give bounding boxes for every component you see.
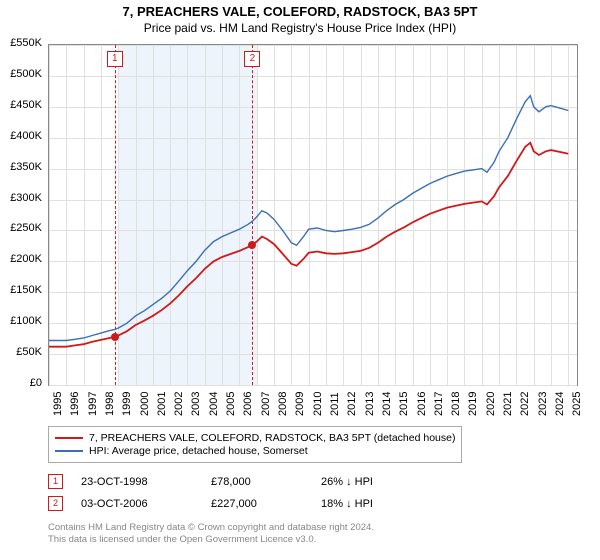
- x-tick-label: 2024: [554, 392, 566, 416]
- y-tick-label: £0: [0, 377, 42, 389]
- sale-row-2: 2 03-OCT-2006£227,00018% ↓ HPI: [48, 496, 373, 511]
- x-tick-label: 1999: [121, 392, 133, 416]
- x-tick-label: 2005: [225, 392, 237, 416]
- x-tick-label: 2015: [398, 392, 410, 416]
- x-tick-label: 1995: [52, 392, 64, 416]
- sale-date: 23-OCT-1998: [81, 476, 211, 488]
- x-tick-label: 2001: [156, 392, 168, 416]
- sale-point: [248, 241, 256, 249]
- y-tick-label: £550K: [0, 37, 42, 49]
- plot-area: 12: [48, 44, 578, 386]
- x-tick-label: 2004: [208, 392, 220, 416]
- x-tick-label: 2003: [190, 392, 202, 416]
- y-tick-label: £300K: [0, 192, 42, 204]
- sale-delta: 26% ↓ HPI: [321, 476, 373, 488]
- series-svg: [49, 45, 577, 385]
- chart-title: 7, PREACHERS VALE, COLEFORD, RADSTOCK, B…: [0, 0, 600, 19]
- legend-item: HPI: Average price, detached house, Some…: [55, 445, 455, 457]
- footer-attribution: Contains HM Land Registry data © Crown c…: [48, 522, 374, 547]
- x-tick-label: 1996: [69, 392, 81, 416]
- x-tick-label: 2022: [519, 392, 531, 416]
- x-tick-label: 2002: [173, 392, 185, 416]
- x-tick-label: 2011: [329, 392, 341, 416]
- series-property: [49, 143, 568, 347]
- y-tick-label: £100K: [0, 315, 42, 327]
- sale-price: £78,000: [211, 476, 321, 488]
- legend: 7, PREACHERS VALE, COLEFORD, RADSTOCK, B…: [48, 426, 462, 463]
- sale-price: £227,000: [211, 498, 321, 510]
- x-tick-label: 2010: [312, 392, 324, 416]
- legend-swatch: [55, 450, 83, 452]
- sale-badge-2: 2: [48, 496, 63, 511]
- y-tick-label: £400K: [0, 130, 42, 142]
- sale-delta: 18% ↓ HPI: [321, 498, 373, 510]
- series-hpi: [49, 96, 568, 341]
- x-tick-label: 2021: [502, 392, 514, 416]
- x-tick-label: 2013: [364, 392, 376, 416]
- gridline-h: [49, 385, 577, 386]
- x-tick-label: 1997: [87, 392, 99, 416]
- x-tick-label: 2023: [537, 392, 549, 416]
- sale-point: [111, 333, 119, 341]
- sale-date: 03-OCT-2006: [81, 498, 211, 510]
- legend-swatch: [55, 437, 83, 439]
- y-tick-label: £200K: [0, 253, 42, 265]
- x-tick-label: 1998: [104, 392, 116, 416]
- x-tick-label: 2009: [294, 392, 306, 416]
- x-tick-label: 2000: [139, 392, 151, 416]
- x-tick-label: 2019: [467, 392, 479, 416]
- y-tick-label: £500K: [0, 68, 42, 80]
- x-tick-label: 2007: [260, 392, 272, 416]
- y-tick-label: £50K: [0, 346, 42, 358]
- x-tick-label: 2012: [346, 392, 358, 416]
- y-tick-label: £150K: [0, 284, 42, 296]
- chart-subtitle: Price paid vs. HM Land Registry's House …: [0, 19, 600, 39]
- x-tick-label: 2014: [381, 392, 393, 416]
- x-tick-label: 2020: [485, 392, 497, 416]
- x-tick-label: 2008: [277, 392, 289, 416]
- x-tick-label: 2018: [450, 392, 462, 416]
- y-tick-label: £250K: [0, 222, 42, 234]
- x-tick-label: 2017: [433, 392, 445, 416]
- footer-line-2: This data is licensed under the Open Gov…: [48, 534, 374, 546]
- legend-label: HPI: Average price, detached house, Some…: [89, 445, 308, 457]
- footer-line-1: Contains HM Land Registry data © Crown c…: [48, 522, 374, 534]
- sale-row-1: 1 23-OCT-1998£78,00026% ↓ HPI: [48, 474, 373, 489]
- x-tick-label: 2025: [571, 392, 583, 416]
- legend-item: 7, PREACHERS VALE, COLEFORD, RADSTOCK, B…: [55, 432, 455, 444]
- chart-container: 7, PREACHERS VALE, COLEFORD, RADSTOCK, B…: [0, 0, 600, 560]
- y-tick-label: £450K: [0, 99, 42, 111]
- sale-badge-1: 1: [48, 474, 63, 489]
- x-tick-label: 2006: [242, 392, 254, 416]
- x-tick-label: 2016: [416, 392, 428, 416]
- y-tick-label: £350K: [0, 161, 42, 173]
- legend-label: 7, PREACHERS VALE, COLEFORD, RADSTOCK, B…: [89, 432, 455, 444]
